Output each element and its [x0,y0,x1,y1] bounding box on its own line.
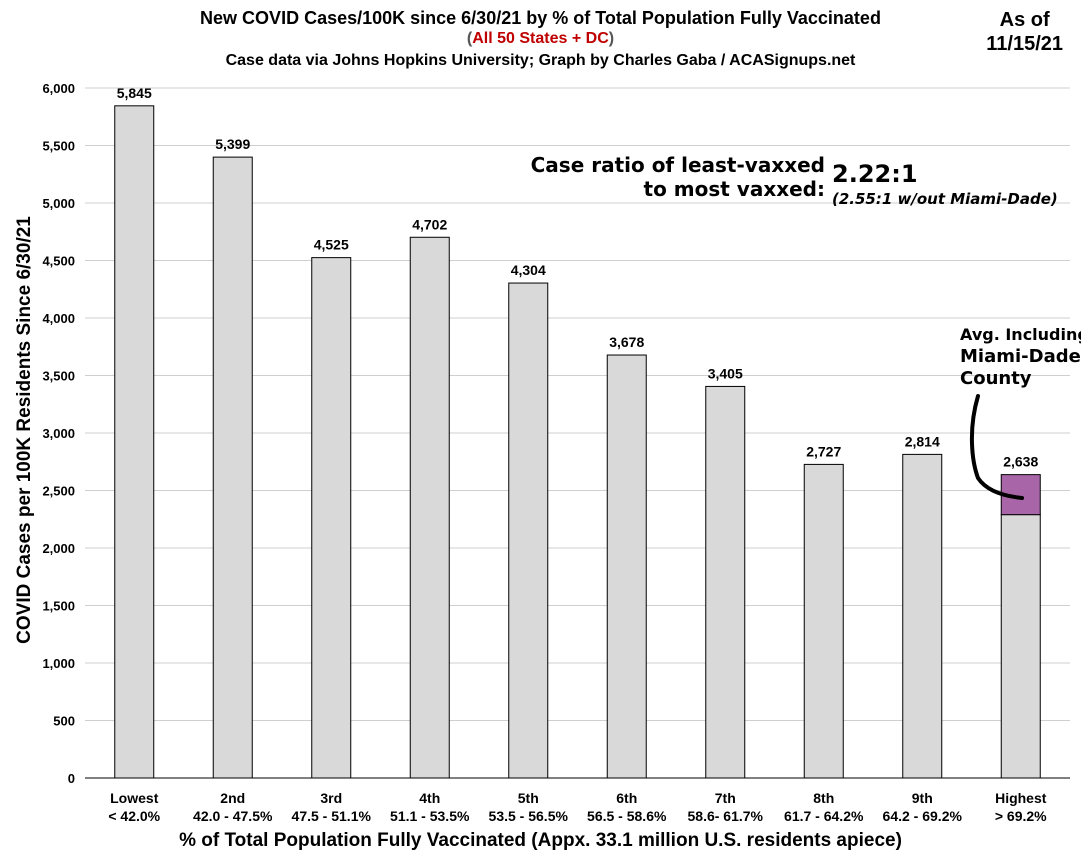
data-label: 3,405 [708,365,743,381]
x-tick-range: 56.5 - 58.6% [587,808,667,824]
bar [409,236,450,779]
bar [311,257,352,779]
y-tick-label: 5,500 [42,139,75,154]
data-label: 2,638 [1003,454,1038,470]
x-tick-range: 47.5 - 51.1% [292,808,372,824]
x-tick-range: 64.2 - 69.2% [883,808,963,824]
y-tick-label: 4,000 [42,311,75,326]
y-tick-label: 3,500 [42,369,75,384]
y-tick-label: 3,000 [42,426,75,441]
data-label: 4,525 [314,237,349,253]
x-tick-label: 8th [813,790,834,806]
bar [606,354,647,779]
subtitle-close: ) [608,30,615,47]
y-tick-label: 5,000 [42,196,75,211]
callout-line2: Miami-Dade [960,346,1081,367]
data-label: 2,814 [905,433,940,449]
x-tick-range: 58.6- 61.7% [688,808,764,824]
data-label: 4,702 [412,216,447,232]
x-tick-label: Lowest [110,790,159,806]
callout-line1: Avg. Including [960,325,1081,344]
chart-title: New COVID Cases/100K since 6/30/21 by % … [200,8,881,28]
chart-source: Case data via Johns Hopkins University; … [225,52,856,69]
bar [508,282,549,779]
x-tick-label: 7th [715,790,736,806]
bar [902,453,943,779]
as-of-line2: 11/15/21 [986,33,1063,55]
ratio-value: 2.22:1 [832,160,918,188]
y-tick-label: 1,000 [42,656,75,671]
x-tick-label: 2nd [220,790,245,806]
bar [114,105,155,779]
y-tick-label: 500 [53,714,75,729]
x-tick-range: 42.0 - 47.5% [193,808,273,824]
as-of-line1: As of [999,9,1050,31]
y-tick-label: 2,500 [42,484,75,499]
x-tick-range: 51.1 - 53.5% [390,808,470,824]
bar [1000,514,1041,779]
chart-subtitle: (All 50 States + DC) [0,30,1081,48]
data-label: 2,727 [806,443,841,459]
subtitle-scope: All 50 States + DC [472,30,609,47]
ratio-note: (2.55:1 w/out Miami-Dade) [832,190,1058,208]
y-tick-label: 4,500 [42,254,75,269]
miami-dade-callout: Avg. Including Miami-Dade County [960,324,1081,390]
data-label: 3,678 [609,334,644,350]
x-tick-label: 3rd [320,790,342,806]
data-label: 5,845 [117,85,152,101]
x-axis-label: % of Total Population Fully Vaccinated (… [179,830,902,851]
ratio-label-line2: to most vaxxed: [643,177,825,201]
x-tick-range: 61.7 - 64.2% [784,808,864,824]
bar [705,385,746,779]
bar [212,156,253,779]
callout-line3: County [960,368,1032,389]
callout-arrow [969,394,1024,500]
x-tick-label: 9th [912,790,933,806]
y-tick-label: 0 [68,771,75,786]
data-label: 4,304 [511,262,546,278]
x-tick-range: > 69.2% [995,808,1047,824]
x-tick-label: Highest [995,790,1047,806]
x-tick-range: < 42.0% [108,808,160,824]
y-tick-label: 6,000 [42,81,75,96]
y-tick-label: 1,500 [42,599,75,614]
x-tick-label: 4th [419,790,440,806]
y-tick-label: 2,000 [42,541,75,556]
y-axis-label: COVID Cases per 100K Residents Since 6/3… [14,216,35,644]
x-tick-label: 5th [518,790,539,806]
as-of-date: As of 11/15/21 [986,8,1063,56]
bar [803,463,844,779]
ratio-label-line1: Case ratio of least-vaxxed [530,153,825,177]
ratio-label: Case ratio of least-vaxxed to most vaxxed… [520,153,825,201]
x-tick-range: 53.5 - 56.5% [489,808,569,824]
subtitle-open: ( [466,30,473,47]
data-label: 5,399 [215,136,250,152]
x-tick-label: 6th [616,790,637,806]
